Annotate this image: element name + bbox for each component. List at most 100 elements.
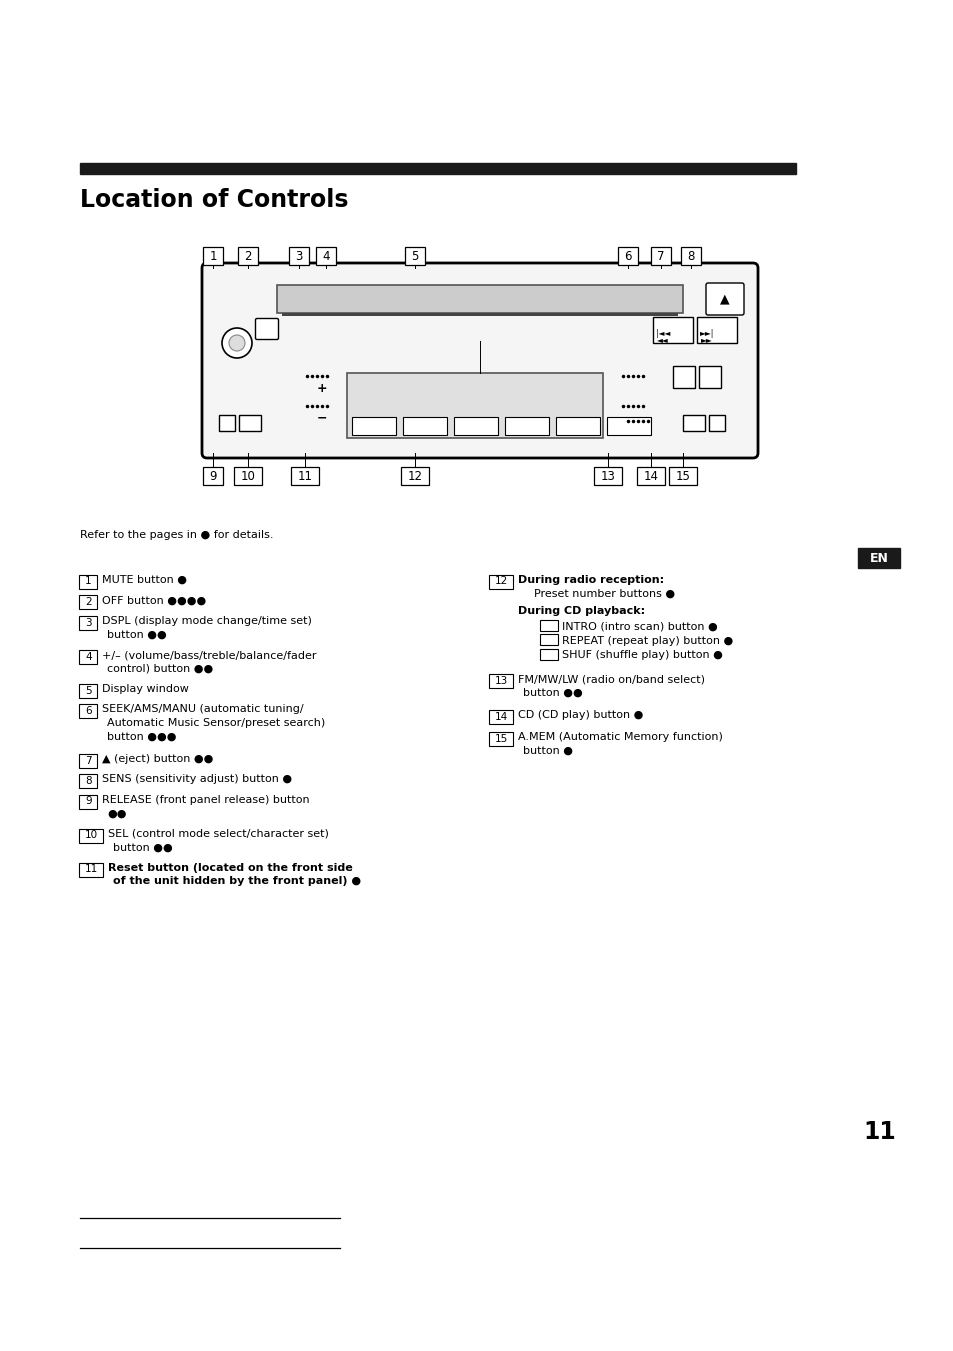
Text: 3: 3	[85, 617, 91, 627]
FancyBboxPatch shape	[680, 247, 700, 265]
Text: 14: 14	[495, 712, 508, 721]
FancyBboxPatch shape	[489, 674, 513, 688]
FancyBboxPatch shape	[668, 467, 697, 485]
Bar	[80, 163, 795, 174]
Bar	[504, 417, 548, 435]
FancyBboxPatch shape	[79, 828, 103, 843]
Text: +: +	[316, 381, 327, 394]
Text: ►►|: ►►|	[700, 328, 714, 338]
Bar	[708, 415, 724, 431]
Bar	[239, 415, 261, 431]
Text: Automatic Music Sensor/preset search): Automatic Music Sensor/preset search)	[107, 717, 325, 728]
FancyBboxPatch shape	[79, 616, 97, 630]
FancyBboxPatch shape	[618, 247, 638, 265]
Text: 7: 7	[85, 755, 91, 766]
Text: During radio reception:: During radio reception:	[517, 576, 663, 585]
FancyBboxPatch shape	[400, 467, 429, 485]
Text: control) button ●●: control) button ●●	[107, 663, 213, 674]
Text: During CD playback:: During CD playback:	[517, 607, 644, 616]
FancyBboxPatch shape	[79, 754, 97, 767]
FancyBboxPatch shape	[79, 704, 97, 717]
Text: Reset button (located on the front side: Reset button (located on the front side	[108, 863, 353, 873]
Text: DSPL (display mode change/time set): DSPL (display mode change/time set)	[102, 616, 312, 626]
FancyBboxPatch shape	[405, 247, 424, 265]
Text: ◄◄: ◄◄	[657, 335, 668, 345]
Bar	[539, 648, 558, 659]
Text: button ●●: button ●●	[107, 630, 167, 639]
Text: 12: 12	[495, 577, 508, 586]
Circle shape	[229, 335, 245, 351]
Text: 2: 2	[244, 250, 252, 262]
Bar	[606, 417, 650, 435]
FancyBboxPatch shape	[650, 247, 670, 265]
Text: ▲: ▲	[720, 293, 729, 305]
Text: ▲ (eject) button ●●: ▲ (eject) button ●●	[102, 754, 213, 765]
Text: INTRO (intro scan) button ●: INTRO (intro scan) button ●	[561, 621, 717, 631]
FancyBboxPatch shape	[489, 709, 513, 724]
Text: 10: 10	[85, 831, 98, 840]
Bar	[276, 285, 682, 313]
Bar	[697, 317, 737, 343]
Bar	[556, 417, 599, 435]
Text: 7: 7	[657, 250, 664, 262]
FancyBboxPatch shape	[233, 467, 262, 485]
Text: 5: 5	[85, 685, 91, 696]
FancyBboxPatch shape	[203, 467, 223, 485]
Text: 9: 9	[85, 797, 91, 807]
Text: |◄◄: |◄◄	[655, 328, 670, 338]
Text: 8: 8	[85, 775, 91, 786]
FancyBboxPatch shape	[489, 574, 513, 589]
FancyBboxPatch shape	[237, 247, 257, 265]
Text: 13: 13	[495, 676, 508, 685]
FancyBboxPatch shape	[594, 467, 621, 485]
Text: button ●●: button ●●	[522, 688, 582, 697]
Text: +/– (volume/bass/treble/balance/fader: +/– (volume/bass/treble/balance/fader	[102, 650, 316, 661]
Bar	[539, 620, 558, 631]
Text: FM/MW/LW (radio on/band select): FM/MW/LW (radio on/band select)	[517, 674, 704, 684]
Text: 11: 11	[85, 865, 98, 874]
FancyBboxPatch shape	[637, 467, 664, 485]
Text: 15: 15	[675, 470, 690, 482]
Text: RELEASE (front panel release) button: RELEASE (front panel release) button	[102, 794, 310, 805]
Bar	[699, 366, 720, 388]
Bar	[454, 417, 497, 435]
Text: Location of Controls: Location of Controls	[80, 188, 348, 212]
Text: 12: 12	[407, 470, 422, 482]
Text: button ●●●: button ●●●	[107, 731, 176, 742]
FancyBboxPatch shape	[79, 794, 97, 808]
Text: 13: 13	[600, 470, 615, 482]
Bar	[402, 417, 447, 435]
Text: 6: 6	[623, 250, 631, 262]
Text: 4: 4	[85, 651, 91, 662]
Text: Preset number buttons ●: Preset number buttons ●	[534, 589, 675, 598]
FancyBboxPatch shape	[79, 574, 97, 589]
Text: OFF button ●●●●: OFF button ●●●●	[102, 596, 206, 605]
FancyBboxPatch shape	[489, 732, 513, 746]
Text: 3: 3	[295, 250, 302, 262]
FancyBboxPatch shape	[255, 319, 278, 339]
Text: ►►: ►►	[700, 335, 712, 345]
Text: Refer to the pages in ● for details.: Refer to the pages in ● for details.	[80, 530, 274, 540]
Bar	[282, 313, 678, 316]
Text: 11: 11	[297, 470, 313, 482]
Circle shape	[222, 328, 252, 358]
FancyBboxPatch shape	[79, 774, 97, 788]
Text: 10: 10	[240, 470, 255, 482]
Text: 9: 9	[209, 470, 216, 482]
Bar	[219, 415, 234, 431]
Text: −: −	[316, 412, 327, 424]
Text: button ●●: button ●●	[112, 843, 172, 852]
Text: Display window: Display window	[102, 684, 189, 694]
Text: EN: EN	[868, 551, 887, 565]
Text: 2: 2	[85, 597, 91, 607]
Text: MUTE button ●: MUTE button ●	[102, 576, 187, 585]
Text: CD (CD play) button ●: CD (CD play) button ●	[517, 711, 642, 720]
Bar	[652, 317, 692, 343]
Text: of the unit hidden by the front panel) ●: of the unit hidden by the front panel) ●	[112, 877, 361, 886]
Text: 4: 4	[322, 250, 330, 262]
Bar	[672, 366, 695, 388]
FancyBboxPatch shape	[291, 467, 318, 485]
Bar	[347, 373, 602, 438]
Text: 8: 8	[686, 250, 694, 262]
Text: 14: 14	[643, 470, 658, 482]
